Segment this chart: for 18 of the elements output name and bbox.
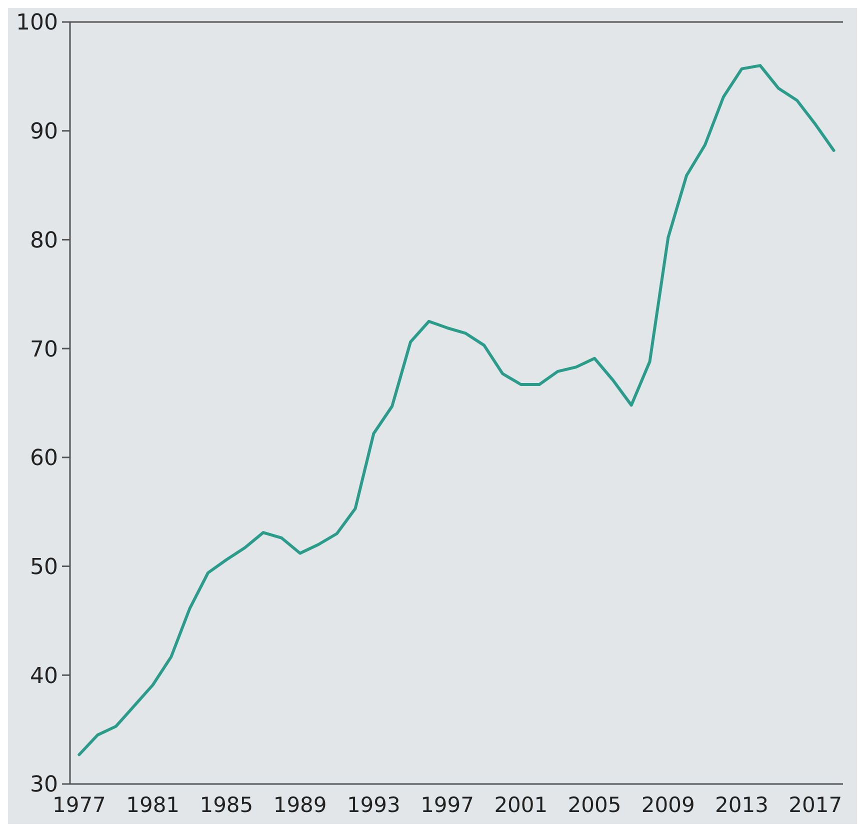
y-tick-label: 50 bbox=[30, 554, 58, 580]
x-tick-label: 1997 bbox=[420, 793, 474, 817]
y-tick-label: 60 bbox=[30, 446, 58, 472]
x-tick-label: 1985 bbox=[200, 793, 254, 817]
x-tick-label: 1989 bbox=[273, 793, 327, 817]
x-tick-label: 2005 bbox=[568, 793, 622, 817]
y-tick-label: 40 bbox=[30, 664, 58, 689]
y-tick-label: 80 bbox=[30, 228, 58, 254]
y-tick-label: 100 bbox=[16, 10, 58, 36]
x-tick-label: 1981 bbox=[126, 793, 180, 817]
x-tick-label: 2017 bbox=[788, 793, 842, 817]
y-tick-label: 70 bbox=[30, 337, 58, 362]
y-tick-label: 90 bbox=[30, 120, 58, 145]
line-series bbox=[78, 64, 836, 756]
x-tick-label: 2009 bbox=[641, 793, 695, 817]
x-tick-label: 2013 bbox=[715, 793, 768, 817]
x-tick-label: 1993 bbox=[346, 793, 400, 817]
x-tick-label: 2001 bbox=[494, 793, 548, 817]
